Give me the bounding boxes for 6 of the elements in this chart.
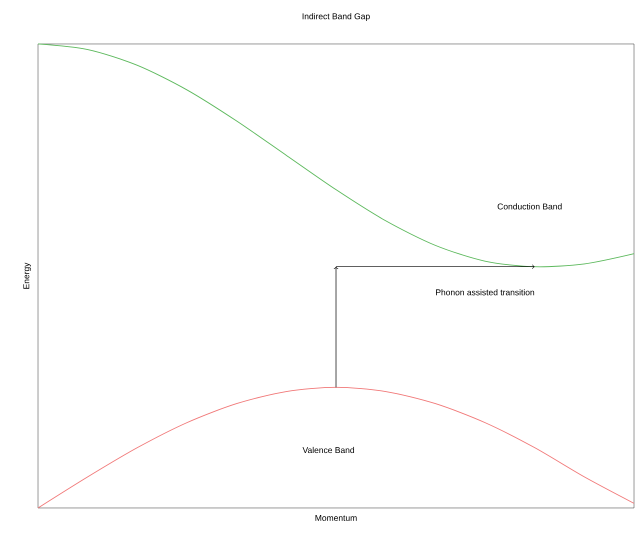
annotation: Phonon assisted transition	[436, 289, 534, 296]
annotation: Conduction Band	[498, 203, 562, 210]
chart-title: Indirect Band Gap	[302, 13, 370, 21]
x-axis-title: Momentum	[316, 515, 357, 521]
annotation: Valence Band	[302, 446, 354, 454]
y-axis-title: Energy	[23, 262, 31, 289]
